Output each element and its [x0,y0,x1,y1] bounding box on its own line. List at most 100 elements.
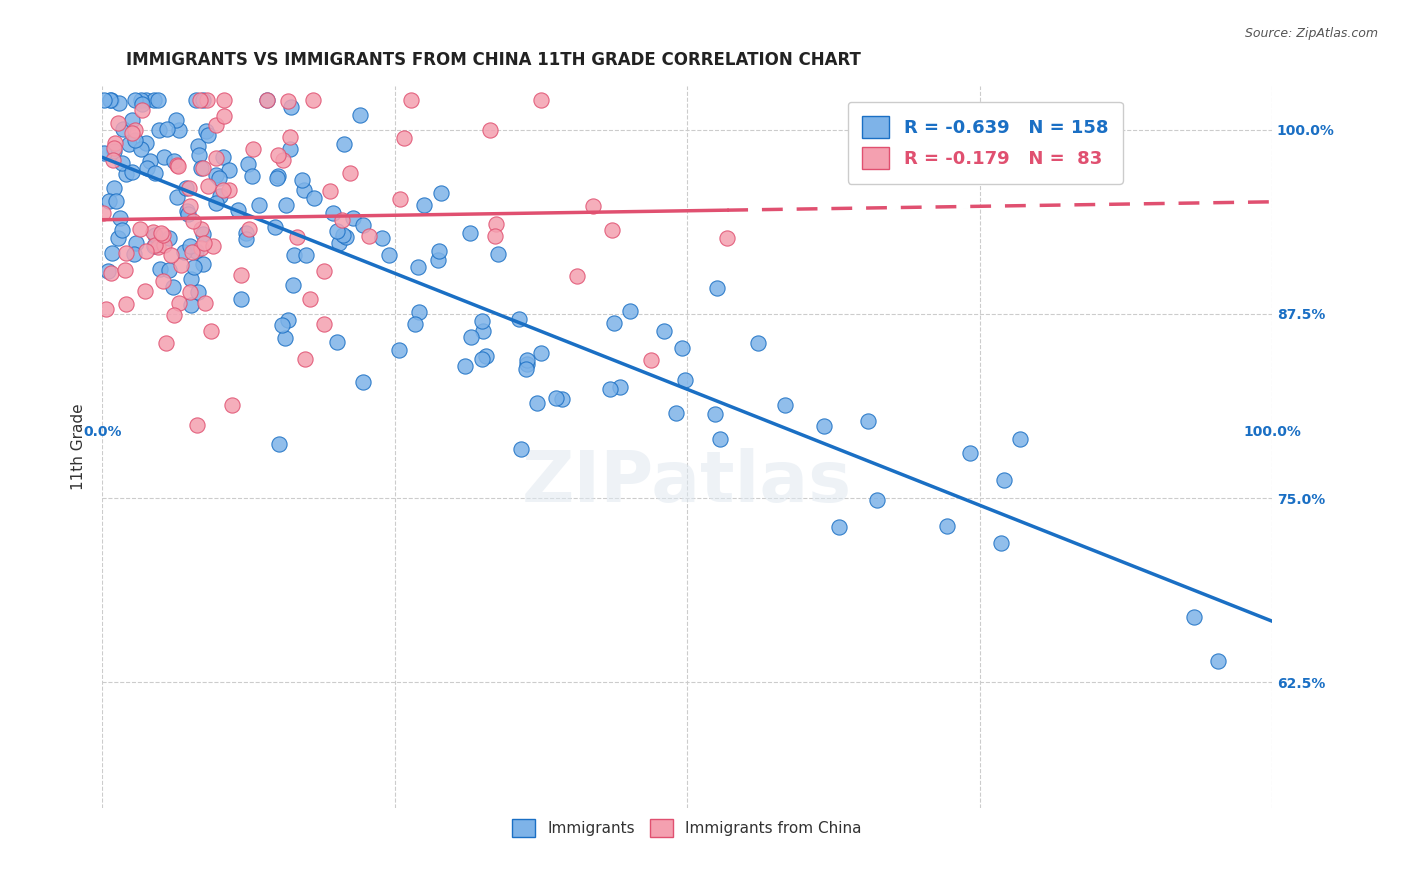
Point [124,122,146,136]
Point [197,178,219,193]
Point [205,118,228,132]
Point [312,264,335,278]
Point [134,284,156,298]
Point [332,227,354,242]
Point [124,133,146,147]
Point [328,236,350,251]
Point [388,343,411,358]
Point [101,245,124,260]
Point [103,153,125,168]
Point [149,227,172,241]
Point [184,93,207,107]
Point [747,336,769,351]
Point [167,296,190,310]
Legend: Immigrants, Immigrants from China: Immigrants, Immigrants from China [506,813,868,844]
Point [530,345,553,359]
Point [114,246,136,260]
Point [371,231,394,245]
Point [274,331,297,345]
Point [212,183,235,197]
Point [325,224,347,238]
Point [131,103,153,118]
Point [609,380,631,394]
Point [169,123,191,137]
Point [312,317,335,331]
Point [166,159,188,173]
Point [603,317,626,331]
Point [107,116,129,130]
Point [295,248,318,262]
Point [104,136,127,150]
Point [204,168,226,182]
Point [129,93,152,107]
Point [118,137,141,152]
Point [238,222,260,236]
Point [180,272,202,286]
Point [266,147,288,161]
Point [266,171,288,186]
Point [294,352,316,367]
Point [148,123,170,137]
Point [352,218,374,232]
Point [195,93,218,107]
Point [181,245,204,260]
Point [276,197,298,211]
Point [165,113,187,128]
Point [231,293,253,307]
Point [115,167,138,181]
Point [479,123,502,137]
Point [709,432,731,446]
Point [460,226,482,240]
Point [472,324,495,338]
Point [508,311,530,326]
Point [240,169,263,183]
Point [166,190,188,204]
Point [173,245,195,260]
Point [96,301,118,316]
Point [143,228,166,243]
Point [191,161,214,175]
Point [271,318,294,332]
Point [339,166,361,180]
Point [142,225,165,239]
Point [122,246,145,260]
Point [143,238,166,252]
Point [103,145,125,159]
Point [235,232,257,246]
Point [152,150,174,164]
Point [124,93,146,107]
Point [231,268,253,282]
Point [652,324,675,338]
Point [218,183,240,197]
Point [143,93,166,107]
Point [181,214,204,228]
Point [267,169,290,184]
Point [162,279,184,293]
Point [93,145,115,160]
Point [111,223,134,237]
Point [357,228,380,243]
Text: 0.0%: 0.0% [83,425,121,439]
Point [515,361,537,376]
Point [269,437,291,451]
Point [460,329,482,343]
Point [378,247,401,261]
Point [256,93,278,107]
Point [775,398,797,412]
Point [184,244,207,259]
Point [179,199,201,213]
Point [190,161,212,175]
Point [299,292,322,306]
Point [704,407,727,421]
Point [242,142,264,156]
Point [153,238,176,252]
Point [152,274,174,288]
Point [187,139,209,153]
Point [399,93,422,107]
Point [389,192,412,206]
Point [427,244,450,259]
Point [179,239,201,253]
Point [93,206,115,220]
Point [706,281,728,295]
Point [107,230,129,244]
